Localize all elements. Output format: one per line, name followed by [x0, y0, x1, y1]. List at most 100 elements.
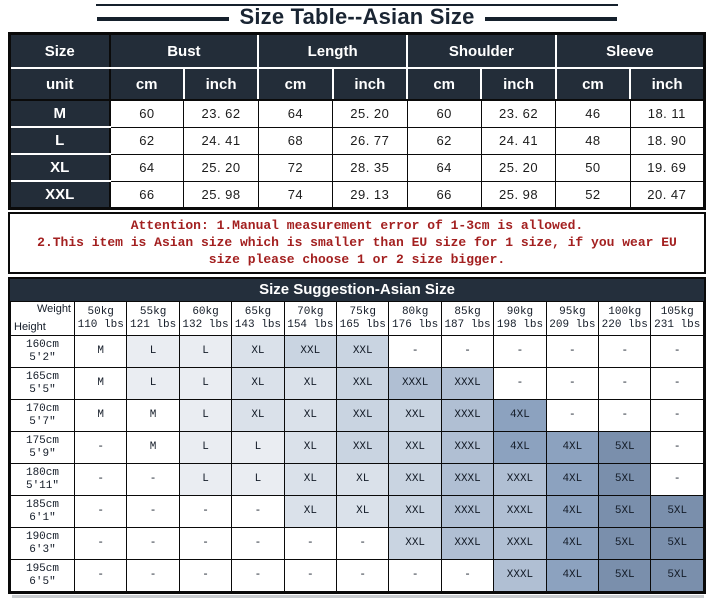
- suggestion-cell: -: [650, 335, 704, 368]
- suggestion-cell: -: [126, 527, 180, 560]
- suggestion-cell: XXXL: [440, 367, 495, 400]
- suggestion-cell: -: [440, 559, 495, 592]
- header-sleeve: Sleeve: [554, 32, 706, 69]
- unit-cm: cm: [257, 67, 334, 101]
- suggestion-cell: -: [126, 495, 180, 528]
- suggestion-cell: -: [388, 559, 442, 592]
- suggestion-cell: 5XL: [650, 559, 704, 592]
- suggestion-cell: -: [283, 527, 338, 560]
- size-row-xxl: XXL 66 25. 98 74 29. 13 66 25. 98 52 20.…: [8, 180, 706, 210]
- measure-cell: 52: [555, 180, 631, 209]
- suggestion-row-175: 175cm 5'9" - M L L XL XXL XXL XXXL 4XL 4X…: [10, 431, 704, 464]
- measure-cell: 26. 77: [332, 126, 408, 155]
- measure-cell: 60: [406, 99, 482, 128]
- size-label: XXL: [8, 180, 111, 210]
- size-table-header-row: Size Bust Length Shoulder Sleeve: [8, 32, 706, 69]
- weight-header: 65kg 143 lbs: [231, 301, 285, 336]
- height-cell: 165cm 5'5": [10, 367, 75, 400]
- measure-cell: 28. 35: [332, 153, 408, 182]
- suggestion-cell: L: [126, 367, 180, 400]
- attention-line: 2.This item is Asian size which is small…: [37, 235, 677, 250]
- suggestion-cell: XXXL: [493, 527, 547, 560]
- size-table: Size Bust Length Shoulder Sleeve unit cm…: [8, 32, 706, 210]
- suggestion-cell: XXXL: [440, 495, 495, 528]
- suggestion-cell: 4XL: [493, 431, 547, 464]
- suggestion-cell: L: [178, 367, 233, 400]
- measure-cell: 25. 98: [480, 180, 557, 209]
- measure-cell: 64: [406, 153, 482, 182]
- measure-cell: 23. 62: [183, 99, 259, 128]
- suggestion-cell: XXL: [388, 495, 442, 528]
- unit-inch: inch: [480, 67, 557, 101]
- suggestion-cell: -: [650, 399, 704, 432]
- measure-cell: 25. 20: [480, 153, 557, 182]
- suggestion-cell: 4XL: [545, 431, 600, 464]
- attention-note: Attention: 1.Manual measurement error of…: [8, 212, 706, 274]
- measure-cell: 60: [108, 99, 185, 128]
- size-label: L: [8, 126, 111, 155]
- suggestion-cell: -: [388, 335, 442, 368]
- suggestion-cell: L: [231, 463, 285, 496]
- suggestion-cell: 4XL: [545, 463, 600, 496]
- measure-cell: 19. 69: [629, 153, 706, 182]
- size-row-xl: XL 64 25. 20 72 28. 35 64 25. 20 50 19. …: [8, 153, 706, 182]
- weight-header: 50kg 110 lbs: [73, 301, 128, 336]
- suggestion-table-container: Size Suggestion-Asian Size Weight Height…: [8, 277, 706, 594]
- measure-cell: 18. 11: [629, 99, 706, 128]
- suggestion-cell: -: [178, 495, 233, 528]
- suggestion-cell: XXL: [336, 367, 390, 400]
- suggestion-cell: L: [178, 335, 233, 368]
- size-row-l: L 62 24. 41 68 26. 77 62 24. 41 48 18. 9…: [8, 126, 706, 155]
- suggestion-cell: L: [178, 431, 233, 464]
- suggestion-cell: XXXL: [388, 367, 442, 400]
- suggestion-cell: -: [283, 559, 338, 592]
- unit-inch: inch: [629, 67, 706, 101]
- unit-label: unit: [8, 67, 111, 101]
- measure-cell: 50: [555, 153, 631, 182]
- measure-cell: 24. 41: [183, 126, 259, 155]
- suggestion-cell: XL: [231, 335, 285, 368]
- suggestion-row-160: 160cm 5'2" M L L XL XXL XXL - - - - - -: [10, 335, 704, 368]
- suggestion-cell: XXXL: [440, 431, 495, 464]
- suggestion-cell: L: [231, 431, 285, 464]
- suggestion-cell: 5XL: [650, 527, 704, 560]
- measure-cell: 48: [555, 126, 631, 155]
- suggestion-cell: 5XL: [598, 495, 652, 528]
- page-title: Size Table--Asian Size: [239, 4, 475, 29]
- suggestion-cell: -: [598, 399, 652, 432]
- suggestion-cell: XXL: [336, 431, 390, 464]
- suggestion-cell: XXL: [283, 335, 338, 368]
- title-top-rule: [96, 4, 618, 6]
- suggestion-cell: -: [545, 399, 600, 432]
- weight-header: 55kg 121 lbs: [126, 301, 180, 336]
- weight-height-corner-cell: Weight Height: [10, 301, 75, 336]
- unit-cm: cm: [108, 67, 185, 101]
- size-label: XL: [8, 153, 111, 182]
- weight-header: 85kg 187 lbs: [440, 301, 495, 336]
- suggestion-cell: XL: [283, 431, 338, 464]
- suggestion-cell: 5XL: [598, 559, 652, 592]
- suggestion-cell: -: [73, 463, 128, 496]
- title-row: Size Table--Asian Size: [8, 2, 706, 32]
- suggestion-cell: 4XL: [545, 527, 600, 560]
- size-row-m: M 60 23. 62 64 25. 20 60 23. 62 46 18. 1…: [8, 99, 706, 128]
- suggestion-cell: 5XL: [650, 495, 704, 528]
- measure-cell: 25. 20: [332, 99, 408, 128]
- suggestion-cell: XL: [283, 367, 338, 400]
- suggestion-cell: XL: [231, 367, 285, 400]
- suggestion-cell: XXL: [388, 399, 442, 432]
- suggestion-cell: -: [650, 463, 704, 496]
- suggestion-cell: 4XL: [545, 559, 600, 592]
- suggestion-cell: -: [545, 335, 600, 368]
- suggestion-cell: XL: [283, 495, 338, 528]
- height-cell: 190cm 6'3": [10, 527, 75, 560]
- unit-cm: cm: [554, 67, 632, 101]
- weight-header: 60kg 132 lbs: [178, 301, 233, 336]
- measure-cell: 24. 41: [480, 126, 557, 155]
- suggestion-cell: -: [73, 431, 128, 464]
- height-cell: 185cm 6'1": [10, 495, 75, 528]
- unit-inch: inch: [331, 67, 409, 101]
- measure-cell: 25. 98: [183, 180, 259, 209]
- title-left-rule: [97, 17, 230, 21]
- height-cell: 195cm 6'5": [10, 559, 75, 592]
